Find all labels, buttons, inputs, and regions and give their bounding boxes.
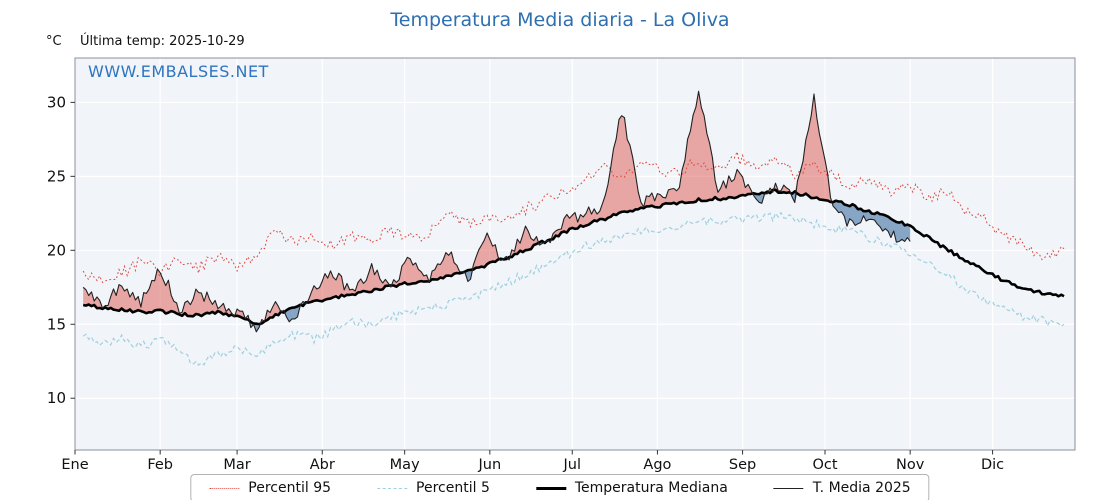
y-tick-label: 15 [47, 315, 66, 333]
x-tick-label: Sep [729, 457, 756, 473]
last-temp-label: Última temp: 2025-10-29 [80, 34, 245, 49]
percentil95-line [82, 150, 1065, 284]
x-tick-label: Abr [310, 457, 335, 473]
chart-title: Temperatura Media diaria - La Oliva [390, 9, 730, 31]
fill-above-median [83, 91, 911, 325]
tmedia2025-line [82, 90, 911, 333]
legend-item: Percentil 95 [209, 480, 331, 496]
x-tick-label: Ene [61, 457, 88, 473]
x-tick-label: Jun [478, 457, 502, 473]
x-tick-label: May [390, 457, 420, 473]
x-tick-label: Oct [812, 457, 837, 473]
legend-item: Temperatura Mediana [535, 480, 728, 496]
legend-label: T. Media 2025 [812, 480, 911, 496]
watermark-link[interactable]: WWW.EMBALSES.NET [88, 62, 269, 81]
legend-item: Percentil 5 [377, 480, 490, 496]
x-tick-label: Ago [643, 457, 671, 473]
y-tick-label: 20 [47, 241, 66, 259]
legend-swatch-solid-thick [535, 486, 566, 490]
legend-item: T. Media 2025 [773, 480, 911, 496]
x-tick-label: Dic [981, 457, 1004, 473]
legend-swatch-dashed [377, 487, 408, 489]
x-tick-label: Mar [223, 457, 250, 473]
legend-label: Temperatura Mediana [574, 480, 728, 496]
plot-panel [75, 58, 1075, 450]
legend-label: Percentil 5 [416, 480, 490, 496]
legend-label: Percentil 95 [248, 480, 332, 496]
plot-border [74, 57, 1076, 451]
x-tick-label: Nov [896, 457, 925, 473]
series-group [82, 90, 1065, 366]
chart-legend: Percentil 95 Percentil 5 Temperatura Media… [190, 474, 930, 500]
mediana-line [82, 188, 1065, 326]
percentil5-line [82, 211, 1065, 366]
x-tick-label: Feb [147, 457, 173, 473]
y-tick-label: 30 [47, 93, 66, 111]
y-tick-label: 25 [47, 167, 66, 185]
y-tick-label: 10 [47, 389, 66, 407]
legend-swatch-dotted [209, 487, 240, 489]
y-axis-unit-label: °C [46, 34, 62, 49]
legend-swatch-solid-thin [773, 487, 804, 489]
x-tick-label: Jul [563, 457, 582, 473]
